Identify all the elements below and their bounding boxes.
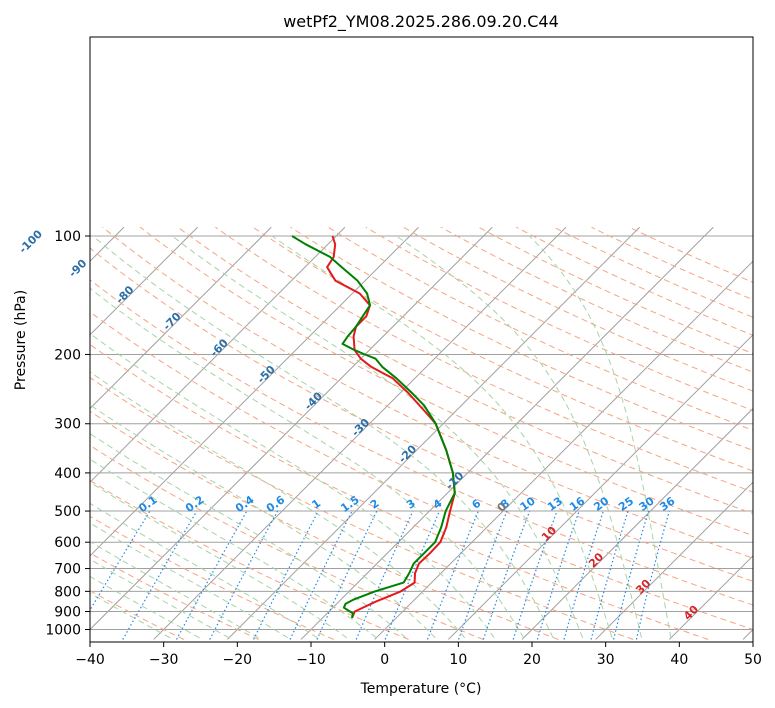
mixing-ratio-line — [90, 510, 151, 612]
moist-adiabat — [90, 458, 377, 639]
mixing-ratio-line — [355, 510, 414, 640]
y-tick-label: 400 — [54, 466, 81, 482]
x-tick-label: −40 — [75, 652, 105, 668]
dry-adiabat — [90, 479, 409, 640]
mixing-ratio-line — [536, 510, 580, 640]
mixing-ratio-line — [289, 510, 353, 640]
mixing-ratio-line — [458, 510, 508, 640]
moist-adiabat — [90, 371, 466, 639]
x-tick-label: 30 — [597, 652, 615, 668]
dry-adiabat — [102, 226, 753, 559]
dry-adiabat — [90, 311, 753, 631]
moist-adiabat — [90, 332, 495, 639]
profile-lines — [291, 235, 456, 619]
dry-adiabat — [90, 590, 185, 640]
moist-adiabat — [90, 404, 436, 639]
dry-adiabat — [90, 343, 709, 640]
x-tick-label: 10 — [449, 652, 467, 668]
dry-adiabat — [290, 226, 753, 451]
x-tick-label: 0 — [380, 652, 389, 668]
dry-adiabat — [90, 376, 634, 640]
x-tick-label: −30 — [149, 652, 179, 668]
y-axis-label: Pressure (hPa) — [13, 290, 29, 390]
plot-frame — [89, 36, 754, 643]
moist-adiabat — [90, 502, 318, 639]
dry-adiabat — [365, 226, 753, 412]
mixing-ratio-line — [613, 510, 650, 640]
moist-adiabat — [171, 235, 584, 638]
dry-adiabat — [90, 444, 484, 640]
chart-title: wetPf2_YM08.2025.286.09.20.C44 — [283, 12, 559, 32]
mixing-ratio-line — [426, 510, 479, 640]
y-tick-label: 300 — [54, 417, 81, 433]
mixing-ratio-line — [122, 510, 198, 640]
x-tick-label: −10 — [296, 652, 326, 668]
temperature-profile — [326, 235, 456, 619]
x-tick-label: −20 — [223, 652, 253, 668]
mixing-ratio-line — [563, 510, 604, 640]
isotherm — [90, 226, 346, 483]
dry-adiabat — [90, 515, 334, 640]
y-tick-label: 600 — [54, 535, 81, 551]
axis-ticks: −40 −30 −20 −10 0 10 20 30 40 50 1000 900 800 700 600 5… — [45, 229, 762, 668]
isotherm — [300, 226, 714, 640]
mixing-ratio-line — [316, 510, 378, 640]
mixing-ratio-line — [209, 510, 279, 640]
x-tick-label: 50 — [744, 652, 762, 668]
moist-adiabat — [90, 287, 525, 639]
dry-adiabat — [90, 279, 753, 606]
isotherm — [669, 555, 753, 640]
x-tick-label: 20 — [523, 652, 541, 668]
y-tick-label: 900 — [54, 604, 81, 620]
isotherm — [90, 226, 198, 336]
mixing-ratio-line — [635, 510, 670, 640]
dry-adiabat — [90, 247, 753, 582]
moist-adiabat — [271, 235, 613, 638]
isotherm — [227, 226, 640, 640]
mixing-ratio-line — [176, 510, 248, 640]
y-tick-label: 1000 — [45, 623, 81, 639]
dry-adiabat — [177, 226, 753, 515]
moist-adiabat — [395, 235, 642, 638]
dry-adiabat — [90, 552, 259, 640]
x-axis-label: Temperature (°C) — [360, 681, 482, 697]
mixing-ratio-line — [590, 510, 629, 640]
mixing-ratio-line — [482, 510, 531, 640]
isotherm — [90, 226, 493, 631]
isotherm — [521, 407, 753, 640]
isotherm — [153, 226, 567, 640]
y-tick-label: 800 — [54, 584, 81, 600]
isotherm — [90, 226, 272, 410]
moist-adiabat — [90, 433, 407, 639]
background-lines — [90, 226, 753, 640]
moist-adiabat — [529, 235, 672, 638]
isotherm — [90, 226, 419, 557]
moist-adiabat — [90, 522, 289, 639]
x-tick-label: 40 — [670, 652, 688, 668]
mixing-ratio-line — [512, 510, 558, 640]
dewpoint-profile — [291, 235, 456, 619]
y-tick-label: 500 — [54, 504, 81, 520]
y-tick-label: 200 — [54, 347, 81, 363]
y-tick-label: 100 — [54, 229, 81, 245]
y-tick-label: 700 — [54, 562, 81, 578]
moist-adiabat — [92, 235, 554, 639]
isotherm — [595, 481, 753, 640]
